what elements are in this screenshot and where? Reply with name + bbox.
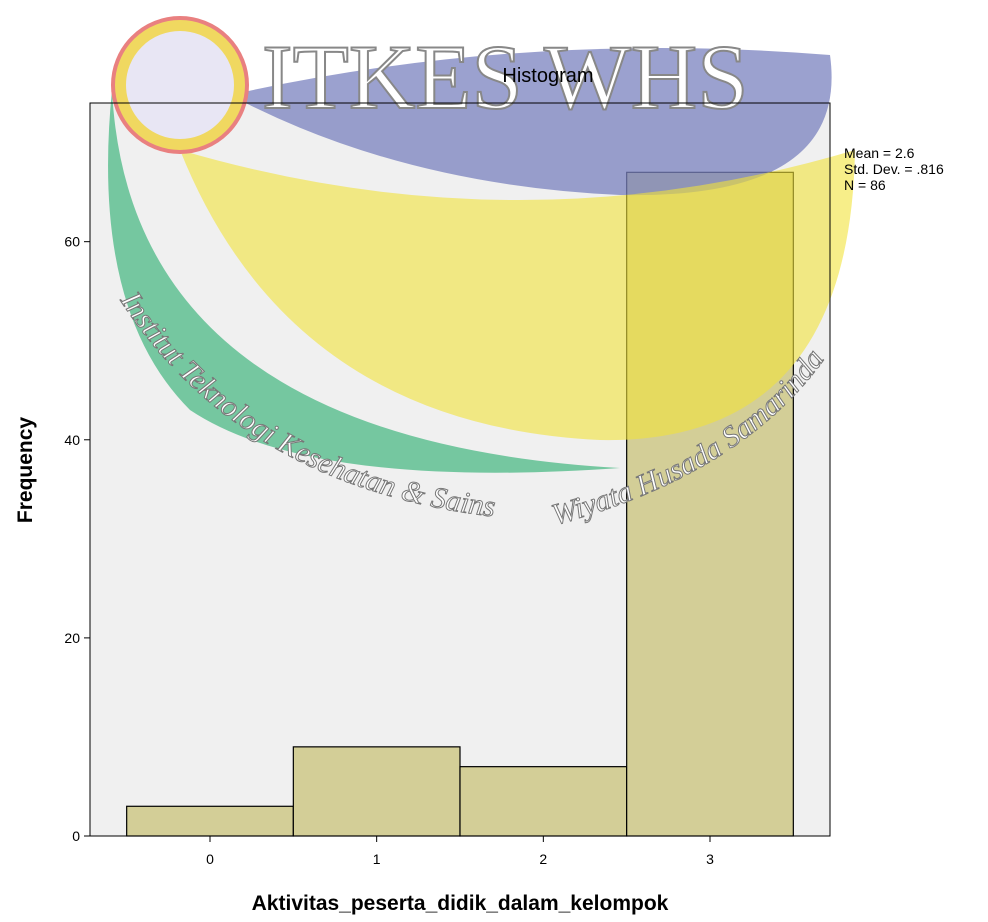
x-tick-label: 0: [206, 851, 214, 867]
x-tick-label: 3: [706, 851, 714, 867]
y-tick-label: 60: [64, 234, 80, 250]
bar: [626, 171, 794, 837]
chart-title: Histogram: [502, 65, 593, 87]
annotation: Std. Dev. = .816: [844, 161, 944, 177]
plot-border: [89, 102, 831, 837]
bar: [126, 805, 294, 837]
annotation: N = 86: [844, 177, 886, 193]
y-tick-label: 40: [64, 432, 80, 448]
bar: [292, 746, 461, 837]
x-axis-label: Aktivitas_peserta_didik_dalam_kelompok: [252, 892, 669, 915]
bar: [459, 766, 628, 837]
y-tick-label: 0: [72, 828, 80, 844]
y-tick-label: 20: [64, 630, 80, 646]
x-tick-label: 2: [539, 851, 547, 867]
x-tick-label: 1: [373, 851, 381, 867]
y-axis-label: Frequency: [14, 417, 37, 524]
annotation: Mean = 2.6: [844, 145, 915, 161]
